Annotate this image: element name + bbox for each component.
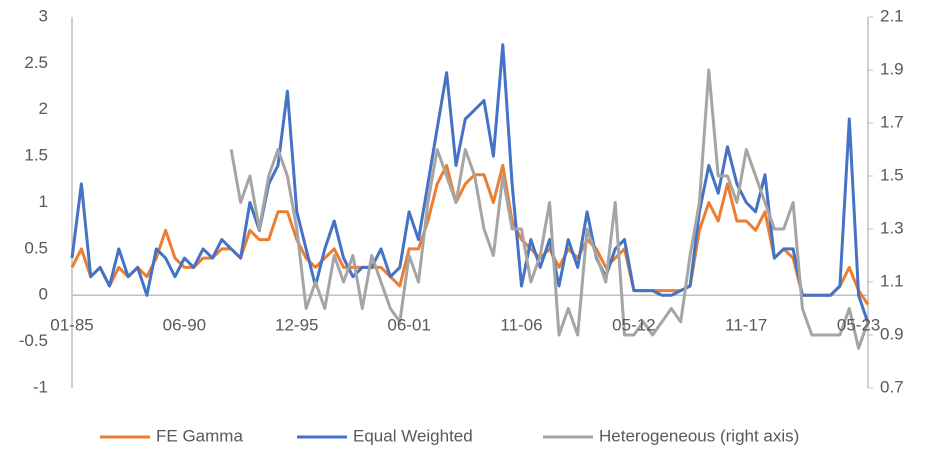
y2-tick-label: 2.1 (880, 6, 904, 25)
x-tick-label: 06-01 (387, 315, 430, 334)
series-line (70, 163, 870, 306)
y-tick-label: -0.5 (19, 331, 48, 350)
y2-tick-label: 1.3 (880, 218, 904, 237)
x-tick-label: 05-12 (612, 315, 655, 334)
y-tick-label: 3 (39, 6, 48, 25)
y2-tick-label: 1.5 (880, 165, 904, 184)
series-line (229, 68, 870, 350)
y-tick-label: 2 (39, 99, 48, 118)
x-tick-label: 11-06 (500, 315, 542, 334)
y-tick-label: 2.5 (24, 53, 48, 72)
y-tick-label: 1 (39, 192, 48, 211)
y-tick-label: 0 (39, 285, 48, 304)
y-tick-label: -1 (33, 377, 48, 396)
series-line (70, 43, 870, 324)
legend-label: Equal Weighted (353, 426, 473, 445)
x-tick-label: 06-90 (163, 315, 206, 334)
y2-tick-label: 1.1 (880, 271, 904, 290)
legend-label: Heterogeneous (right axis) (599, 426, 799, 445)
x-tick-label: 01-85 (50, 315, 93, 334)
x-tick-label: 11-17 (725, 315, 767, 334)
y2-tick-label: 1.9 (880, 59, 904, 78)
y2-tick-label: 0.9 (880, 324, 904, 343)
legend-label: FE Gamma (156, 426, 243, 445)
y2-tick-label: 1.7 (880, 112, 904, 131)
x-tick-label: 12-95 (275, 315, 318, 334)
x-tick-label: 05-23 (837, 315, 880, 334)
y-tick-label: 0.5 (24, 238, 48, 257)
y-tick-label: 1.5 (24, 146, 48, 165)
y2-tick-label: 0.7 (880, 377, 904, 396)
